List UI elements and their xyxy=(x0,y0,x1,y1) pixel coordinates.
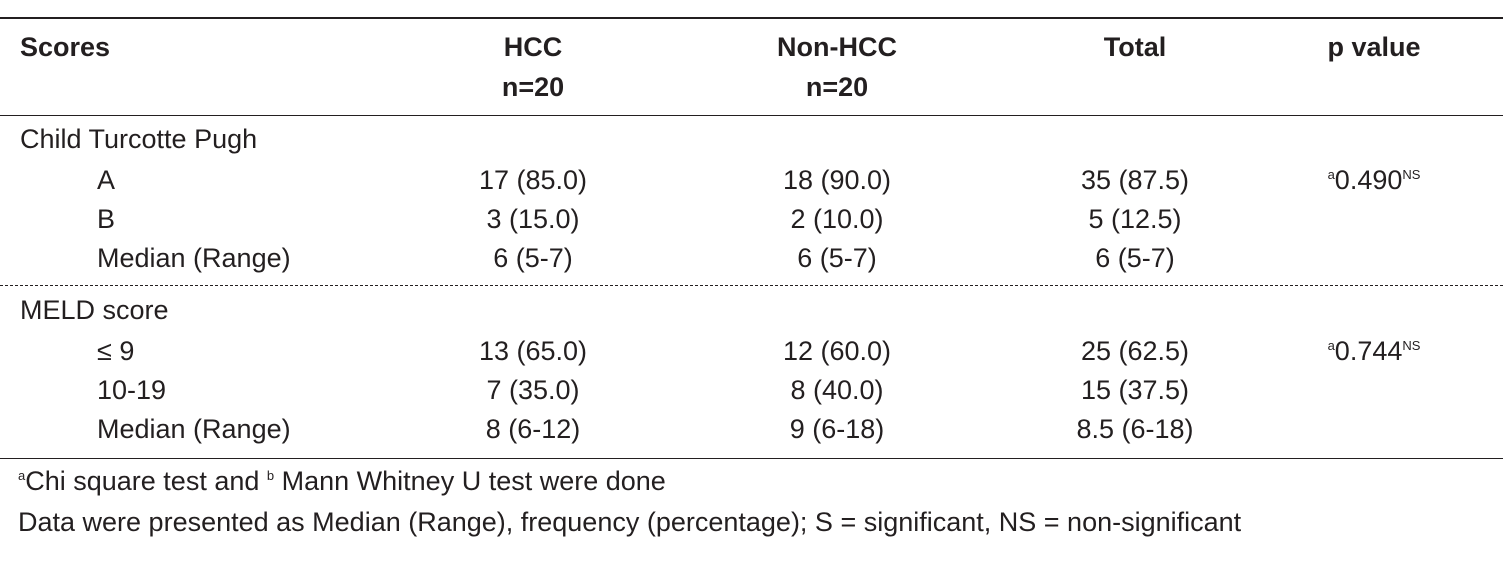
footnote-tests: aChi square test and b Mann Whitney U te… xyxy=(18,464,666,498)
cell-hcc: 3 (15.0) xyxy=(486,204,580,234)
cell-total: 8.5 (6-18) xyxy=(1076,414,1194,444)
header-non-hcc: Non-HCC xyxy=(777,32,897,62)
row-label: Median (Range) xyxy=(97,243,291,273)
header-p-value: p value xyxy=(1327,32,1421,62)
header-hcc-n: n=20 xyxy=(501,72,565,102)
cell-hcc: 7 (35.0) xyxy=(486,375,580,405)
row-label: A xyxy=(97,165,116,195)
cell-total: 15 (37.5) xyxy=(1080,375,1190,405)
header-hcc: HCC xyxy=(503,32,563,62)
cell-p-value: a0.490NS xyxy=(1274,163,1474,197)
cell-hcc: 13 (65.0) xyxy=(478,336,588,366)
footnote-text-2: Mann Whitney U test were done xyxy=(274,466,666,496)
section-title-ctp: Child Turcotte Pugh xyxy=(20,124,258,154)
cell-total: 25 (62.5) xyxy=(1080,336,1190,366)
cell-total: 35 (87.5) xyxy=(1080,165,1190,195)
header-non-hcc-n: n=20 xyxy=(805,72,869,102)
p-value: 0.744 xyxy=(1334,336,1403,366)
cell-hcc: 6 (5-7) xyxy=(493,243,573,273)
row-label: ≤ 9 xyxy=(97,336,135,366)
header-scores: Scores xyxy=(20,32,111,62)
row-label: B xyxy=(97,204,116,234)
cell-non-hcc: 9 (6-18) xyxy=(789,414,885,444)
section-title-meld: MELD score xyxy=(20,295,169,325)
cell-p-value: a0.744NS xyxy=(1274,334,1474,368)
cell-non-hcc: 12 (60.0) xyxy=(782,336,892,366)
header-rule xyxy=(0,115,1503,116)
table-top-rule xyxy=(0,17,1503,19)
p-value: 0.490 xyxy=(1334,165,1403,195)
footnote-data-presentation: Data were presented as Median (Range), f… xyxy=(18,507,1242,537)
row-label: Median (Range) xyxy=(97,414,291,444)
cell-non-hcc: 8 (40.0) xyxy=(790,375,884,405)
table-bottom-rule xyxy=(0,458,1503,459)
footnote-text-1: Chi square test and xyxy=(25,466,267,496)
p-superscript-significance: NS xyxy=(1402,338,1421,353)
cell-hcc: 17 (85.0) xyxy=(478,165,588,195)
cell-non-hcc: 6 (5-7) xyxy=(797,243,877,273)
section-divider xyxy=(0,285,1503,286)
cell-non-hcc: 2 (10.0) xyxy=(790,204,884,234)
cell-hcc: 8 (6-12) xyxy=(485,414,581,444)
cell-total: 6 (5-7) xyxy=(1095,243,1175,273)
header-total: Total xyxy=(1103,32,1167,62)
p-superscript-significance: NS xyxy=(1402,167,1421,182)
cell-non-hcc: 18 (90.0) xyxy=(782,165,892,195)
p-superscript-test: a xyxy=(1327,167,1335,182)
footnote-sup-a: a xyxy=(18,468,26,483)
cell-total: 5 (12.5) xyxy=(1088,204,1182,234)
p-superscript-test: a xyxy=(1327,338,1335,353)
footnote-sup-b: b xyxy=(266,468,275,483)
row-label: 10-19 xyxy=(97,375,167,405)
